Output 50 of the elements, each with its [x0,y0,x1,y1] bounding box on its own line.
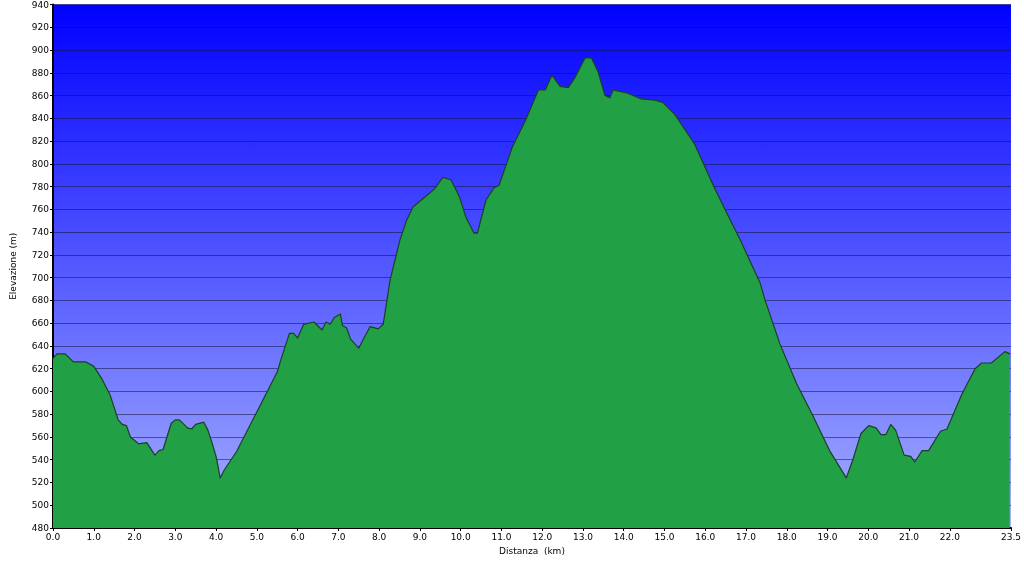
x-tick-label: 18.0 [776,531,798,542]
x-tick-label: 5.0 [249,531,265,542]
x-tick-label: 22.0 [939,531,961,542]
x-tick-label: 8.0 [371,531,387,542]
x-tick-label: 10.0 [450,531,471,542]
x-tick-label: 16.0 [695,531,716,542]
x-tick-label: 7.0 [331,531,346,542]
y-tick-label: 880 [31,67,50,78]
y-tick-label: 520 [31,477,50,488]
y-tick-label: 940 [31,0,50,10]
y-tick-label: 900 [31,45,50,56]
x-tick-label: 6.0 [290,531,306,542]
y-tick-label: 620 [31,363,50,374]
x-tick-label: 0.0 [45,531,61,542]
x-tick-label: 11.0 [491,531,512,542]
y-tick-label: 920 [31,22,50,33]
y-tick-label: 540 [31,454,50,465]
y-tick-label: 740 [31,227,50,238]
x-tick-label: 9.0 [412,531,428,542]
y-tick-label: 600 [31,386,50,397]
y-tick-label: 820 [31,136,50,147]
y-tick-label: 680 [31,295,50,306]
y-tick-label: 660 [31,318,50,329]
y-tick-label: 760 [31,204,50,215]
y-tick-label: 800 [31,158,50,169]
x-tick-label: 19.0 [817,531,838,542]
x-tick-label: 23.5 [1000,531,1021,542]
x-tick-label: 14.0 [613,531,634,542]
y-tick-label: 480 [31,523,50,533]
y-tick-label: 860 [31,90,50,101]
y-tick-label: 580 [31,409,50,420]
y-tick-label: 560 [31,431,50,442]
x-tick-label: 1.0 [86,531,102,542]
y-tick-label: 720 [31,249,50,260]
x-tick-label: 12.0 [532,531,553,542]
y-tick-label: 840 [31,113,50,124]
y-tick-label: 700 [31,272,50,283]
x-tick-label: 20.0 [858,531,879,542]
x-tick-label: 4.0 [208,531,224,542]
x-tick-label: 2.0 [127,531,142,542]
x-tick-label: 13.0 [572,531,594,542]
y-tick-label: 500 [31,500,50,511]
x-axis-title: Distanza (km) [499,545,565,556]
y-tick-label: 640 [31,340,50,351]
x-tick-label: 3.0 [168,531,183,542]
y-axis-title: Elevazione (m) [7,232,18,300]
x-tick-label: 21.0 [899,531,920,542]
x-tick-label: 17.0 [735,531,757,542]
x-tick-label: 15.0 [654,531,675,542]
y-tick-label: 780 [31,181,50,192]
